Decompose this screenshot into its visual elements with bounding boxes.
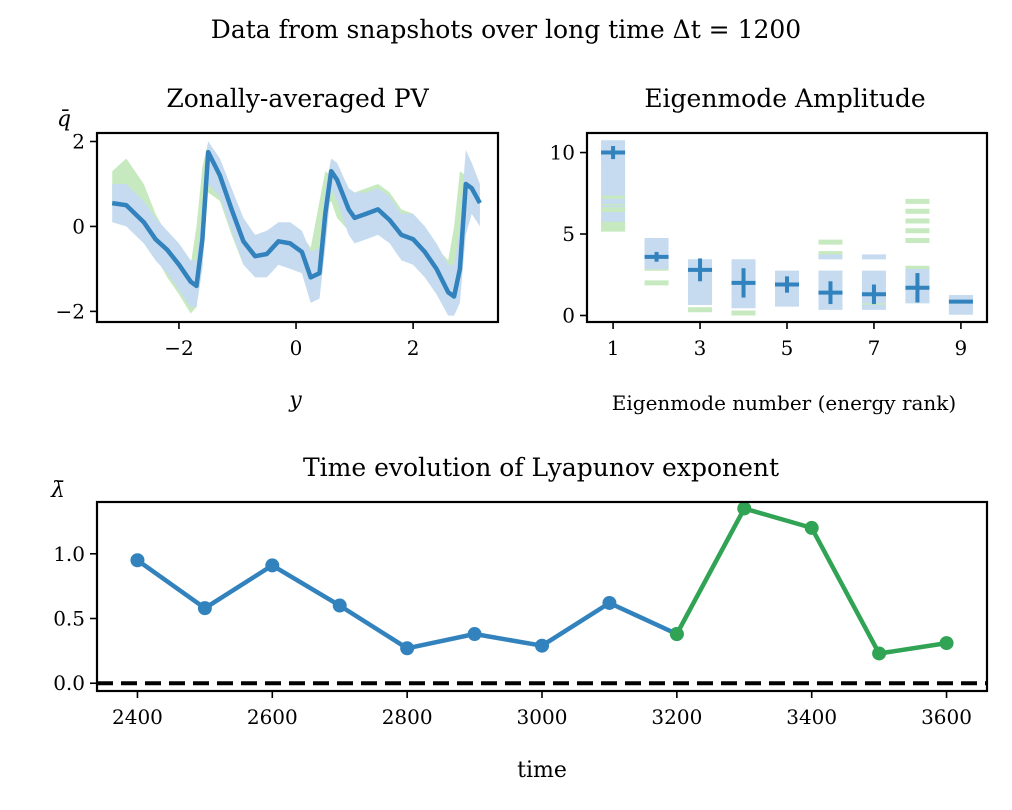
lyapunov-blue-point bbox=[602, 595, 617, 610]
lyap-x-tick-label: 3600 bbox=[921, 705, 972, 729]
eig-y-tick-label: 5 bbox=[562, 222, 575, 246]
pv-x-tick-label: 0 bbox=[290, 336, 303, 360]
zonal-pv-panel: −2 0 2 −2 0 2 Zonally-averaged PV y q̄ bbox=[56, 84, 500, 413]
eig-title: Eigenmode Amplitude bbox=[644, 84, 925, 113]
eigenmode-amplitude-panel: 1 3 5 7 9 0 5 10 Eigenmode Amplitude Eigenmode nu… bbox=[550, 84, 989, 415]
lyap-axes-frame bbox=[95, 500, 989, 693]
lyapunov-blue-line bbox=[136, 558, 678, 651]
eig-x-tick-label: 9 bbox=[955, 336, 968, 360]
pv-blue-spread-band bbox=[112, 141, 480, 316]
eig-y-tick-label: 0 bbox=[562, 303, 575, 327]
pv-mean-line bbox=[111, 149, 482, 299]
lyapunov-green-point bbox=[737, 501, 752, 516]
lyap-y-label: λ̄ bbox=[50, 478, 65, 503]
lyap-y-tick-label: 0.0 bbox=[53, 671, 85, 695]
lyap-title: Time evolution of Lyapunov exponent bbox=[303, 453, 779, 482]
eig-x-tick-label: 5 bbox=[781, 336, 794, 360]
pv-axes-frame bbox=[95, 131, 500, 324]
lyap-x-tick-label: 3000 bbox=[517, 705, 568, 729]
lyap-x-tick-label: 2600 bbox=[247, 705, 298, 729]
eig-x-tick-label: 3 bbox=[694, 336, 707, 360]
lyapunov-blue-point bbox=[265, 558, 280, 573]
eig-y-tick-label: 10 bbox=[550, 141, 575, 165]
lyapunov-green-point bbox=[872, 646, 887, 661]
pv-y-tick-label: 2 bbox=[72, 129, 85, 153]
figure-title: Data from snapshots over long time Δt = … bbox=[211, 15, 801, 44]
pv-title: Zonally-averaged PV bbox=[166, 84, 429, 113]
lyap-x-label: time bbox=[517, 758, 567, 783]
lyapunov-blue-point bbox=[535, 638, 549, 653]
lyap-x-tick-label: 3200 bbox=[651, 705, 702, 729]
eig-x-tick-label: 1 bbox=[607, 336, 620, 360]
lyap-y-tick-label: 1.0 bbox=[53, 542, 85, 566]
pv-y-tick-label: −2 bbox=[56, 299, 85, 323]
lyap-x-tick-label: 2800 bbox=[382, 705, 433, 729]
pv-y-label: q̄ bbox=[57, 107, 71, 132]
pv-x-label: y bbox=[288, 388, 302, 413]
lyapunov-blue-point bbox=[130, 553, 145, 568]
eig-x-tick-label: 7 bbox=[868, 336, 881, 360]
pv-x-tick-label: −2 bbox=[164, 336, 193, 360]
lyap-y-tick-label: 0.5 bbox=[53, 607, 85, 631]
eig-x-label: Eigenmode number (energy rank) bbox=[612, 391, 956, 415]
pv-y-tick-label: 0 bbox=[72, 214, 85, 238]
lyapunov-green-point bbox=[804, 520, 819, 535]
lyapunov-panel: 2400 2600 2800 3000 3200 3400 3600 0.0 0.5 1.0 Tim… bbox=[50, 453, 989, 783]
lyapunov-blue-point bbox=[332, 598, 347, 613]
lyapunov-blue-point bbox=[197, 601, 212, 616]
lyapunov-blue-point bbox=[467, 627, 482, 642]
lyapunov-green-point bbox=[669, 627, 684, 642]
lyapunov-blue-point bbox=[400, 641, 415, 656]
lyapunov-green-point bbox=[939, 636, 954, 651]
pv-x-tick-label: 2 bbox=[407, 336, 420, 360]
lyap-x-tick-label: 3400 bbox=[786, 705, 837, 729]
lyap-x-tick-label: 2400 bbox=[112, 705, 163, 729]
